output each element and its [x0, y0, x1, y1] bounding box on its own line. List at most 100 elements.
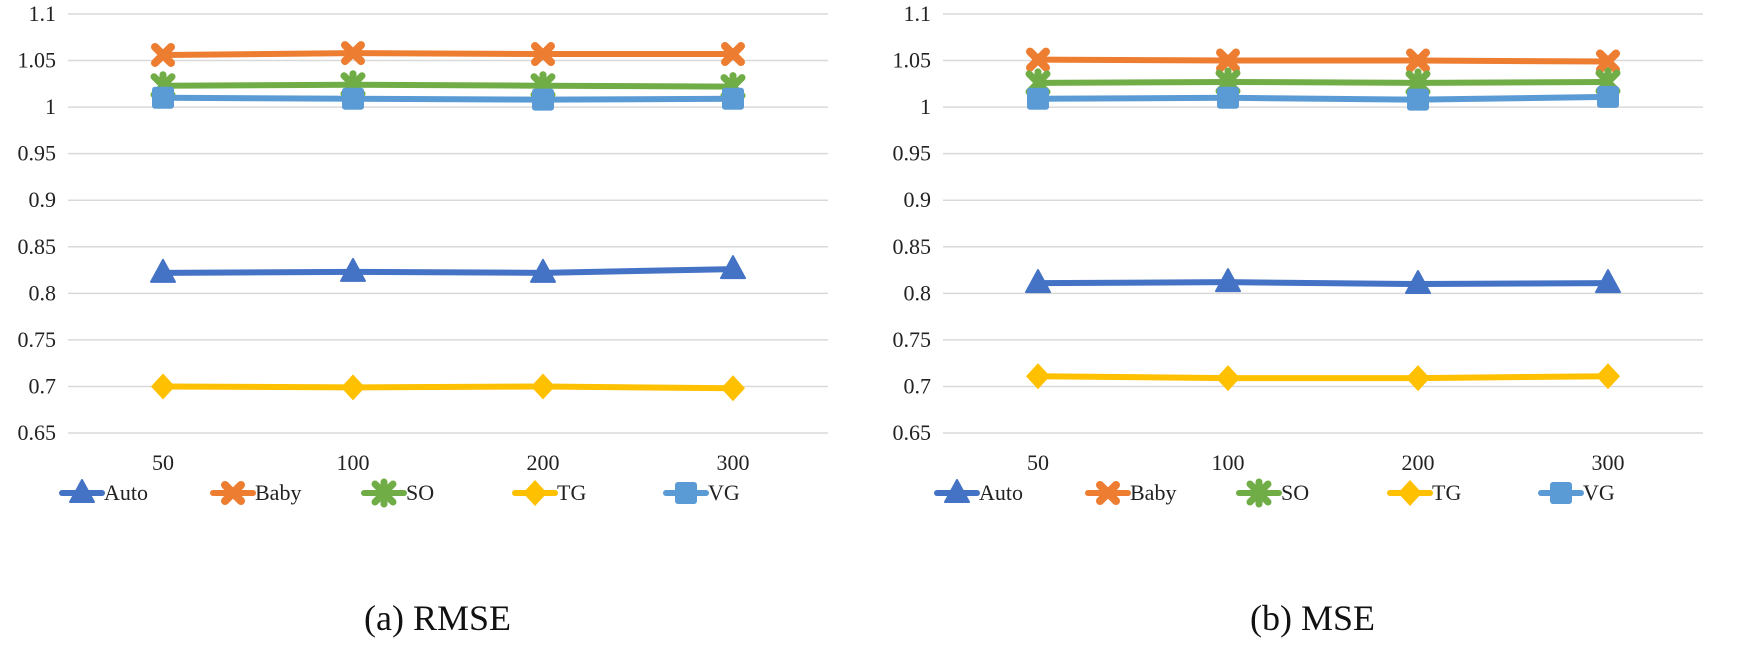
y-tick-label: 1.05 [18, 48, 57, 73]
series-line [160, 383, 736, 392]
data-point-marker [1216, 365, 1240, 392]
series-line [160, 94, 736, 103]
legend-swatch-marker [944, 479, 970, 503]
x-tick-label: 300 [717, 450, 750, 475]
legend-item-auto: Auto [934, 479, 1023, 505]
legend-item-vg: VG [1538, 480, 1615, 505]
y-tick-label: 0.65 [18, 420, 57, 445]
legend-item-baby: Baby [1085, 480, 1176, 505]
legend-swatch-marker [371, 478, 397, 508]
data-point-marker [151, 42, 175, 67]
data-point-marker [720, 255, 746, 280]
y-tick-label: 0.9 [29, 187, 57, 212]
legend-swatch-marker [523, 480, 547, 506]
data-point-marker [152, 86, 174, 109]
data-point-marker [1216, 48, 1240, 73]
series-line [1035, 93, 1611, 103]
series-line [160, 266, 736, 276]
series-so [1025, 67, 1621, 98]
legend-item-vg: VG [663, 480, 740, 505]
x-tick-label: 100 [1212, 450, 1245, 475]
legend-item-baby: Baby [210, 480, 301, 505]
data-point-marker [1406, 365, 1430, 392]
legend-label: VG [708, 480, 740, 505]
data-point-marker [1407, 88, 1429, 111]
series-line [160, 50, 736, 58]
data-point-marker [1026, 47, 1050, 72]
y-tick-label: 0.95 [893, 141, 932, 166]
legend-label: VG [1583, 480, 1615, 505]
y-tick-label: 0.75 [893, 327, 932, 352]
data-point-marker [532, 88, 554, 111]
y-tick-label: 1.05 [893, 48, 932, 73]
data-point-marker [530, 258, 556, 283]
y-tick-label: 1.1 [904, 1, 932, 26]
legend-label: Baby [255, 480, 301, 505]
y-tick-label: 0.7 [29, 373, 57, 398]
series-line [160, 81, 736, 90]
data-point-marker [150, 258, 176, 283]
legend-label: SO [1281, 480, 1309, 505]
series-line [1035, 56, 1611, 65]
y-tick-label: 0.9 [904, 187, 932, 212]
data-point-marker [721, 375, 745, 402]
data-point-marker [531, 373, 555, 400]
data-point-marker [1026, 363, 1050, 390]
series-auto [1025, 268, 1621, 295]
legend-label: TG [1432, 480, 1461, 505]
y-tick-label: 0.75 [18, 327, 57, 352]
series-vg [1027, 85, 1619, 111]
series-tg [151, 373, 745, 402]
data-point-marker [1027, 87, 1049, 110]
y-tick-label: 0.65 [893, 420, 932, 445]
y-tick-label: 0.8 [904, 280, 932, 305]
legend-label: SO [406, 480, 434, 505]
series-tg [1026, 363, 1620, 392]
chart-panel-rmse: 1.1 1.05 1 0.95 0.9 0.85 0.8 0.75 0.7 0.65 50 100 20… [18, 1, 828, 638]
data-point-marker [1596, 49, 1620, 74]
data-point-marker [1596, 363, 1620, 390]
legend-label: TG [557, 480, 586, 505]
legend-swatch-marker [221, 481, 245, 505]
legend-swatch-marker [69, 479, 95, 503]
rmse-chart: 1.1 1.05 1 0.95 0.9 0.85 0.8 0.75 0.7 0.65 50 100 20… [18, 1, 828, 508]
legend: Auto Baby SO TG VG [934, 478, 1615, 508]
series-baby [1026, 47, 1620, 74]
mse-chart: 1.1 1.05 1 0.95 0.9 0.85 0.8 0.75 0.7 0.65 50 100 20… [893, 1, 1703, 508]
x-tick-label: 200 [527, 450, 560, 475]
legend-item-tg: TG [1387, 480, 1461, 506]
y-tick-label: 0.95 [18, 141, 57, 166]
chart-caption: (b) MSE [1250, 598, 1375, 638]
data-point-marker [1217, 86, 1239, 109]
data-point-marker [1215, 268, 1241, 293]
data-point-marker [1405, 270, 1431, 295]
series-line [1035, 78, 1611, 86]
y-tick-label: 1 [45, 94, 56, 119]
y-tick-label: 0.8 [29, 280, 57, 305]
y-tick-label: 1.1 [29, 1, 57, 26]
data-point-marker [1025, 269, 1051, 294]
data-point-marker [722, 87, 744, 110]
x-tick-label: 50 [1027, 450, 1049, 475]
chart-caption: (a) RMSE [364, 598, 511, 638]
legend-item-auto: Auto [59, 479, 148, 505]
y-tick-label: 0.85 [18, 234, 57, 259]
legend-label: Baby [1130, 480, 1176, 505]
series-baby [151, 41, 745, 67]
legend-swatch-marker [1246, 478, 1272, 508]
legend: Auto Baby SO TG VG [59, 478, 740, 508]
series-line [1035, 279, 1611, 288]
series-vg [152, 86, 744, 111]
data-point-marker [341, 41, 365, 66]
chart-panel-mse: 1.1 1.05 1 0.95 0.9 0.85 0.8 0.75 0.7 0.65 50 100 20… [875, 0, 1750, 648]
legend-swatch-marker [1398, 480, 1422, 506]
legend-swatch-marker [675, 482, 697, 504]
data-point-marker [1406, 48, 1430, 73]
legend-label: Auto [104, 480, 148, 505]
x-tick-label: 50 [152, 450, 174, 475]
x-tick-label: 300 [1592, 450, 1625, 475]
series-auto [150, 255, 746, 283]
series-line [1035, 373, 1611, 382]
x-tick-label: 200 [1402, 450, 1435, 475]
legend-swatch-marker [1096, 481, 1120, 505]
